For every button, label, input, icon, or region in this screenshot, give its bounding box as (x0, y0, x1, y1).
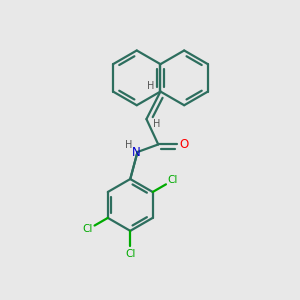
Text: Cl: Cl (125, 249, 135, 259)
Text: O: O (179, 138, 188, 151)
Text: H: H (125, 140, 132, 150)
Text: N: N (132, 146, 140, 158)
Text: H: H (153, 119, 160, 129)
Text: Cl: Cl (83, 224, 93, 234)
Text: H: H (147, 82, 154, 92)
Text: Cl: Cl (167, 176, 178, 185)
